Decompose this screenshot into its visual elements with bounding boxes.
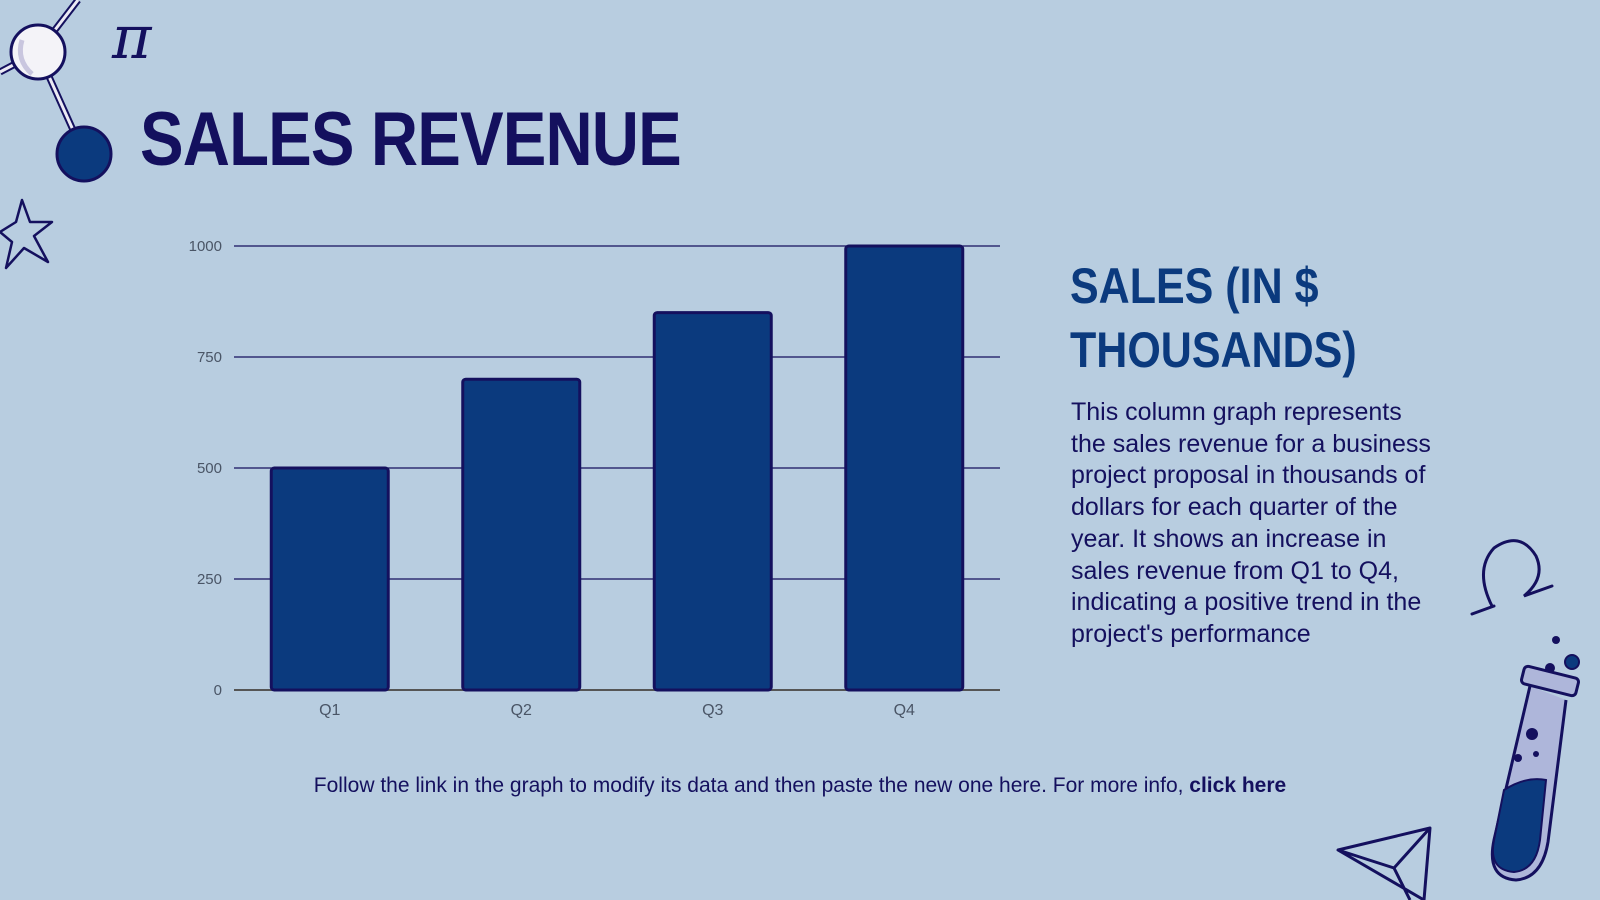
bar-q2 bbox=[461, 377, 582, 692]
x-tick-label: Q3 bbox=[702, 702, 723, 719]
molecule-icon bbox=[0, 0, 113, 183]
omega-icon bbox=[1470, 539, 1554, 616]
chart-description: This column graph represents the sales r… bbox=[1071, 398, 1431, 648]
pi-icon: π bbox=[111, 3, 153, 73]
x-tick-label: Q1 bbox=[319, 702, 340, 719]
bar-q3 bbox=[652, 311, 773, 692]
y-tick-label: 500 bbox=[197, 460, 222, 477]
side-heading: SALES (IN $ THOUSANDS) bbox=[1070, 258, 1357, 378]
bar-chart: Q1 Q2 Q3 Q4 0 250 500 750 1000 bbox=[189, 238, 1000, 719]
star-icon bbox=[0, 198, 54, 270]
y-tick-label: 250 bbox=[197, 571, 222, 588]
bar-q1 bbox=[269, 466, 390, 692]
y-tick-label: 750 bbox=[197, 349, 222, 366]
footer-text: Follow the link in the graph to modify i… bbox=[313, 774, 1190, 797]
click-here-link[interactable]: click here bbox=[1189, 774, 1287, 797]
y-tick-label: 1000 bbox=[189, 238, 222, 255]
footer-note: Follow the link in the graph to modify i… bbox=[0, 774, 1600, 798]
chart-bars bbox=[269, 244, 965, 692]
test-tube-icon bbox=[1490, 636, 1580, 882]
y-axis-labels: 0 250 500 750 1000 bbox=[189, 238, 222, 699]
page-title: SALES REVENUE bbox=[140, 97, 682, 182]
paper-plane-icon bbox=[1336, 826, 1432, 900]
x-tick-label: Q2 bbox=[511, 702, 532, 719]
bar-q4 bbox=[844, 244, 965, 692]
x-axis-labels: Q1 Q2 Q3 Q4 bbox=[319, 702, 915, 719]
y-tick-label: 0 bbox=[214, 682, 222, 699]
x-tick-label: Q4 bbox=[894, 702, 915, 719]
